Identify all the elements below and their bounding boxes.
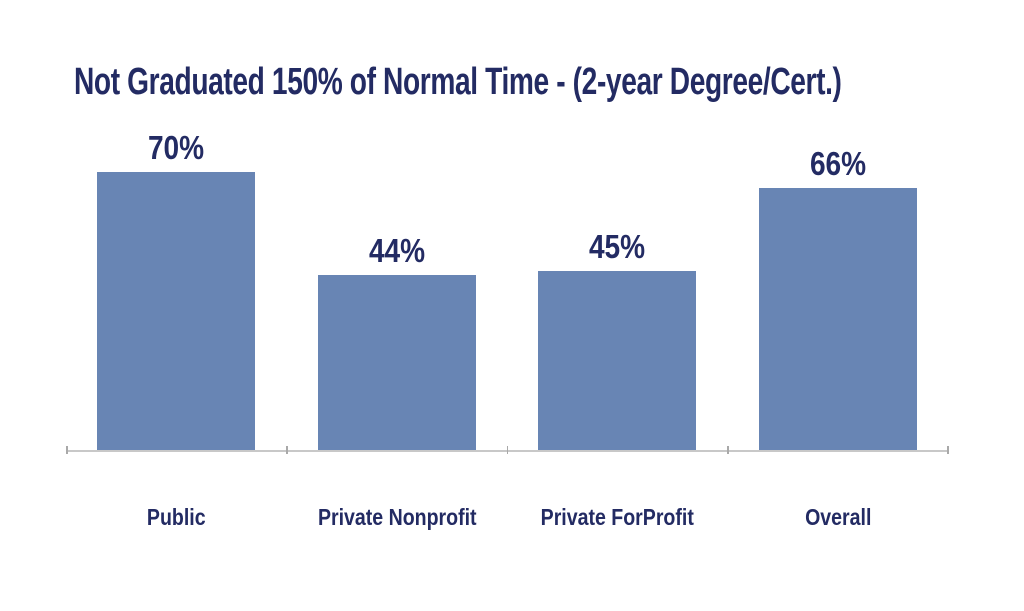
bar-group-private-nonprofit: 44% [287, 101, 508, 451]
bar-public [97, 171, 256, 451]
x-axis-label-private-nonprofit: Private Nonprofit [317, 504, 477, 530]
chart-title: Not Graduated 150% of Normal Time - (2-y… [74, 61, 842, 103]
x-axis-tick-2 [506, 446, 508, 454]
x-axis-labels-row: Public Private Nonprofit Private ForProf… [66, 504, 948, 530]
bar-private-nonprofit [317, 275, 476, 451]
bar-value-label-public: 70% [148, 128, 205, 166]
x-axis-tick-0 [66, 446, 68, 454]
bar-group-private-forprofit: 45% [507, 101, 728, 451]
bar-group-public: 70% [66, 101, 287, 451]
x-axis-tick-4 [947, 446, 949, 454]
bars-row: 70% 44% 45% 66% [66, 101, 948, 451]
bar-group-overall: 66% [728, 101, 949, 451]
bar-value-label-private-forprofit: 45% [589, 228, 646, 266]
x-axis-tick-1 [286, 446, 288, 454]
x-axis-label-private-forprofit: Private ForProfit [540, 504, 694, 530]
x-axis-label-overall: Overall [804, 504, 871, 530]
bar-value-label-overall: 66% [809, 144, 866, 182]
bar-overall [758, 187, 917, 451]
bar-private-forprofit [538, 271, 697, 451]
x-axis-tick-3 [727, 446, 729, 454]
plot-area: 70% 44% 45% 66% [66, 101, 948, 451]
bar-value-label-private-nonprofit: 44% [368, 232, 425, 270]
x-axis-label-public: Public [146, 504, 206, 530]
